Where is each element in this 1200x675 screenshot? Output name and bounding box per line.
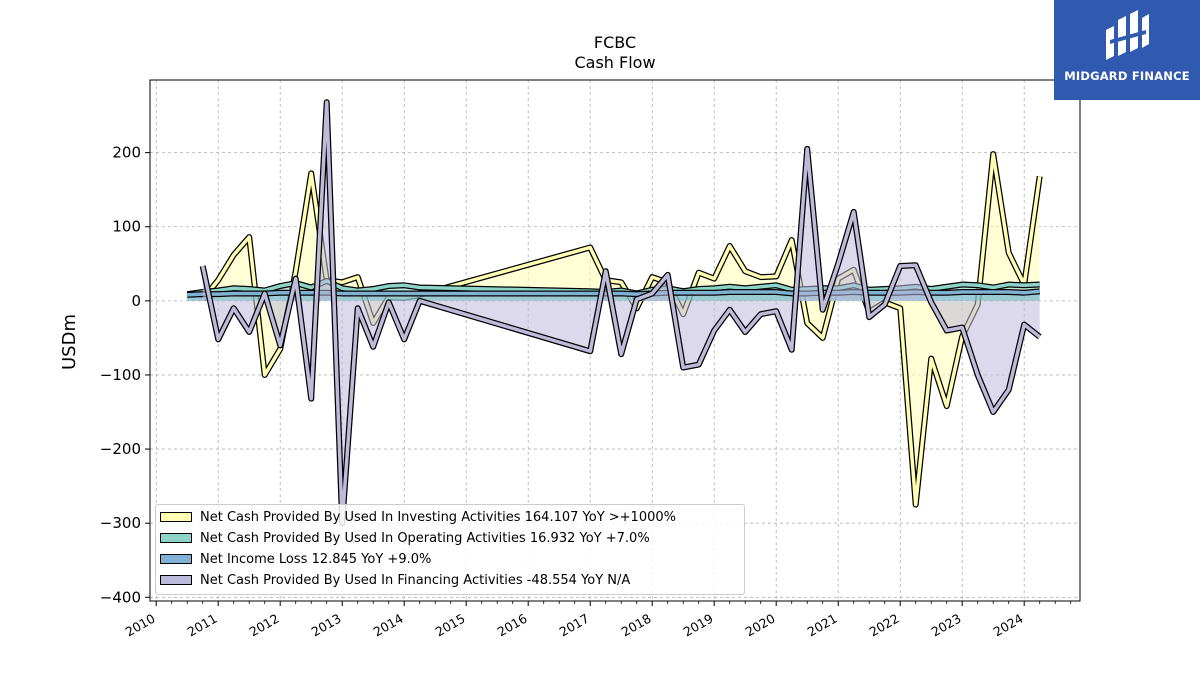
midgard-logo-icon [1106, 10, 1149, 60]
x-tick-label: 2016 [495, 611, 530, 640]
legend-label-financing: Net Cash Provided By Used In Financing A… [200, 572, 631, 588]
chart-title: FCBC [593, 33, 637, 52]
legend-item-net-income: Net Income Loss 12.845 YoY +9.0% [160, 550, 431, 568]
x-tick-label: 2021 [805, 611, 840, 640]
legend-swatch-financing [160, 575, 192, 585]
series-3 [199, 99, 1042, 527]
x-tick-label: 2018 [619, 611, 654, 640]
chart-legend: Net Cash Provided By Used In Investing A… [155, 504, 745, 595]
x-tick-label: 2012 [247, 611, 282, 640]
x-tick-label: 2011 [185, 611, 220, 640]
y-tick-label: 200 [112, 144, 141, 162]
legend-label-investing: Net Cash Provided By Used In Investing A… [200, 509, 676, 525]
y-axis-label: USDm [59, 314, 80, 370]
x-tick-label: 2024 [991, 611, 1026, 640]
series-line [201, 152, 1042, 507]
y-tick-label: −300 [100, 514, 141, 532]
logo-text: MIDGARD FINANCE [1064, 69, 1190, 83]
y-tick-label: 100 [112, 218, 141, 236]
x-tick-label: 2013 [309, 611, 344, 640]
midgard-finance-logo: MIDGARD FINANCE [1054, 0, 1200, 100]
x-tick-label: 2022 [867, 611, 902, 640]
y-tick-label: −100 [100, 366, 141, 384]
y-tick-label: −200 [100, 440, 141, 458]
x-tick-label: 2014 [371, 611, 406, 640]
legend-swatch-net-income [160, 554, 192, 564]
chart-subtitle: Cash Flow [574, 53, 656, 72]
x-tick-label: 2015 [433, 611, 468, 640]
y-tick-label: −400 [100, 588, 141, 606]
legend-item-financing: Net Cash Provided By Used In Financing A… [160, 571, 630, 589]
legend-item-operating: Net Cash Provided By Used In Operating A… [160, 529, 650, 547]
y-tick-label: 0 [131, 292, 141, 310]
x-tick-label: 2020 [743, 611, 778, 640]
legend-swatch-investing [160, 512, 192, 522]
legend-label-net-income: Net Income Loss 12.845 YoY +9.0% [200, 551, 432, 567]
x-tick-label: 2010 [123, 611, 158, 640]
legend-item-investing: Net Cash Provided By Used In Investing A… [160, 508, 676, 526]
legend-swatch-operating [160, 533, 192, 543]
x-tick-label: 2023 [929, 611, 964, 640]
series-line [200, 100, 1041, 525]
x-tick-label: 2019 [681, 611, 716, 640]
series-0 [200, 151, 1043, 508]
series-area [202, 102, 1040, 524]
plot-frame [149, 79, 1081, 602]
x-tick-label: 2017 [557, 611, 592, 640]
legend-label-operating: Net Cash Provided By Used In Operating A… [200, 530, 650, 546]
chart-series [186, 99, 1043, 527]
